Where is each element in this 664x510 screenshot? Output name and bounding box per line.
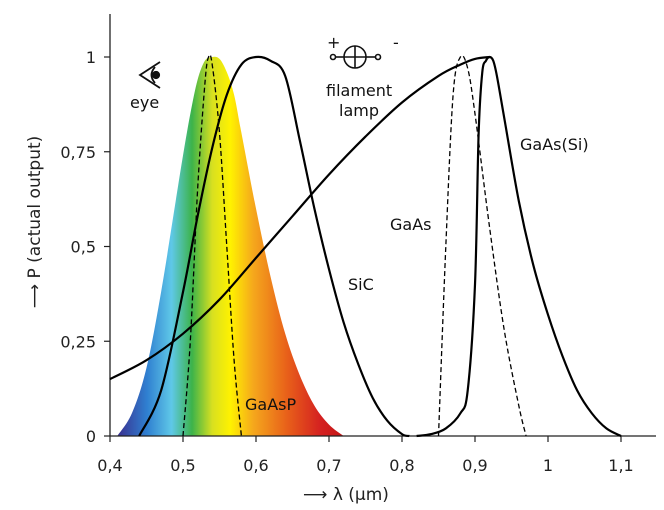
lamp-plus-sign: + (327, 33, 340, 52)
sic-label: SiC (348, 275, 374, 294)
x-tick-label: 0,4 (97, 456, 122, 475)
filament-lamp-label-line1: filament (326, 81, 392, 100)
y-tick-label: 0,25 (60, 332, 96, 351)
y-tick-label: 0 (86, 427, 96, 446)
x-tick-label: 0,9 (462, 456, 487, 475)
x-axis-title: ⟶ λ (µm) (303, 485, 389, 505)
gaas-si-label: GaAs(Si) (520, 135, 589, 154)
sic-curve (138, 55, 410, 438)
eye-icon (138, 61, 161, 89)
lamp-icon (329, 45, 382, 69)
filament-lamp-curve (109, 55, 490, 381)
x-tick-label: 1,1 (608, 456, 633, 475)
eye-label: eye (130, 93, 159, 112)
y-tick-labels: 0 0,25 0,5 0,75 1 (60, 48, 96, 446)
x-tick-label: 0,7 (316, 456, 341, 475)
x-ticks (109, 436, 622, 442)
gaas-curve (437, 54, 527, 437)
eye-sensitivity-area (117, 56, 344, 436)
x-tick-labels: 0,4 0,5 0,6 0,7 0,8 0,9 1 1,1 (97, 456, 633, 475)
gaas-label: GaAs (390, 215, 431, 234)
y-tick-label: 1 (86, 48, 96, 67)
lamp-minus-sign: - (393, 33, 399, 52)
x-tick-label: 0,8 (389, 456, 414, 475)
x-tick-label: 1 (543, 456, 553, 475)
gaas-si-curve (416, 55, 622, 438)
y-tick-label: 0,75 (60, 143, 96, 162)
y-tick-label: 0,5 (71, 238, 96, 257)
filament-lamp-label-line2: lamp (339, 101, 379, 120)
x-tick-label: 0,5 (170, 456, 195, 475)
x-tick-label: 0,6 (243, 456, 268, 475)
y-ticks (104, 56, 110, 437)
y-axis-title: ⟶ P (actual output) (25, 136, 45, 309)
gaasp-label: GaAsP (245, 395, 296, 414)
